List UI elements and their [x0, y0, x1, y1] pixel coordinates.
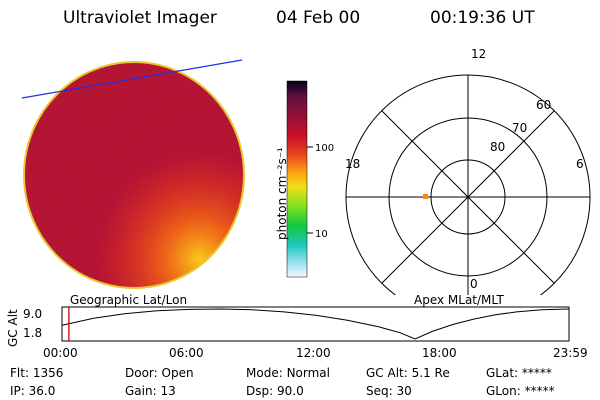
- strip-xtick-2359: 23:59: [553, 346, 588, 360]
- status-seq: Seq: 30: [366, 384, 412, 398]
- status-mode: Mode: Normal: [246, 366, 330, 380]
- horizon-line: [21, 59, 243, 99]
- status-gc-alt: GC Alt: 5.1 Re: [366, 366, 450, 380]
- aurora-glow: [24, 62, 244, 288]
- status-glon: GLon: *****: [486, 384, 555, 398]
- status-dsp: Dsp: 90.0: [246, 384, 304, 398]
- mlt-label-0: 0: [470, 277, 478, 291]
- strip-ytick-1-8: 1.8: [23, 326, 43, 340]
- mlt-label-6: 6: [576, 157, 584, 171]
- status-mode-value: Normal: [286, 366, 330, 380]
- status-gc-alt-value: 5.1 Re: [411, 366, 450, 380]
- status-ip: IP: 36.0: [10, 384, 56, 398]
- lat-label-60: 60: [536, 98, 551, 112]
- status-door: Door: Open: [125, 366, 194, 380]
- disk-limb: [23, 61, 245, 289]
- status-glat-value: *****: [521, 366, 552, 380]
- colorbar: 100 10: [286, 80, 334, 278]
- altitude-curve: [61, 308, 570, 340]
- colorbar-unit-label: photon cm⁻²s⁻¹: [275, 147, 289, 240]
- strip-xtick-0000: 00:00: [43, 346, 78, 360]
- status-filter: Flt: 1356: [10, 366, 64, 380]
- status-glon-value: *****: [524, 384, 555, 398]
- colorbar-tick-10: 10: [315, 229, 328, 240]
- strip-right-title: Apex MLat/MLT: [414, 293, 504, 307]
- status-ip-value: 36.0: [28, 384, 56, 398]
- colorbar-tick-100: 100: [315, 143, 334, 154]
- lat-label-80: 80: [490, 140, 505, 154]
- strip-xtick-0600: 06:00: [169, 346, 204, 360]
- status-dsp-value: 90.0: [276, 384, 304, 398]
- strip-xtick-1800: 18:00: [422, 346, 457, 360]
- mlt-line-diag2: [381, 110, 555, 284]
- uv-image-disk: [21, 59, 245, 289]
- time-label: 00:19:36 UT: [430, 8, 535, 28]
- status-door-value: Open: [161, 366, 194, 380]
- status-glat: GLat: *****: [486, 366, 552, 380]
- status-gain: Gain: 13: [125, 384, 176, 398]
- strip-ylabel: GC Alt: [6, 309, 20, 347]
- status-seq-value: 30: [396, 384, 412, 398]
- mlt-label-18: 18: [345, 157, 360, 171]
- strip-ytick-9: 9.0: [23, 307, 43, 321]
- lat-label-70: 70: [512, 121, 527, 135]
- status-filter-value: 1356: [32, 366, 64, 380]
- spacecraft-marker: [423, 194, 428, 199]
- app-title: Ultraviolet Imager: [63, 8, 217, 28]
- colorbar-gradient: [286, 80, 308, 278]
- strip-left-title: Geographic Lat/Lon: [70, 293, 188, 307]
- mlt-label-12: 12: [471, 47, 486, 61]
- strip-xtick-1200: 12:00: [296, 346, 331, 360]
- date-label: 04 Feb 00: [276, 8, 361, 28]
- strip-frame: [61, 306, 570, 342]
- status-gain-value: 13: [160, 384, 176, 398]
- altitude-strip: [61, 306, 570, 342]
- polar-plot: 12 18 6 0 60 70 80: [345, 47, 591, 295]
